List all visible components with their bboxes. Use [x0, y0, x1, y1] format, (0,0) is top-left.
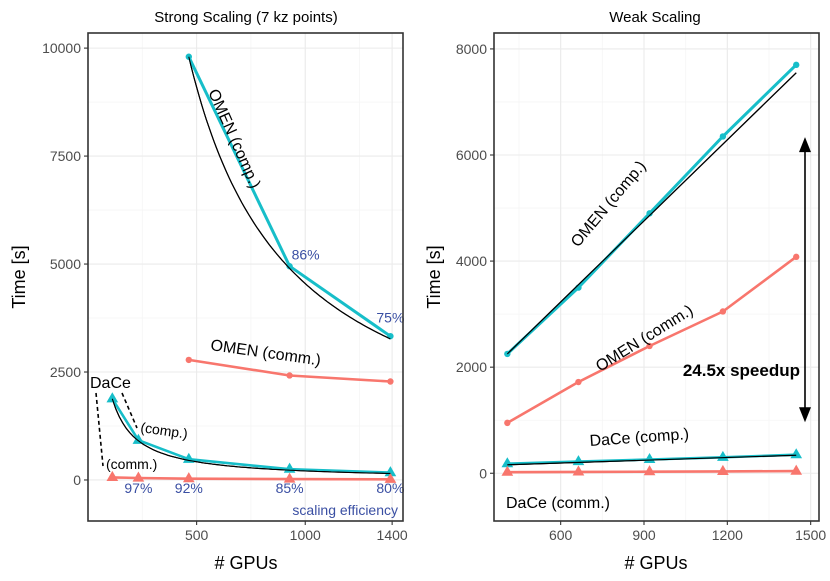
right-x-label: # GPUs: [624, 553, 687, 573]
left-axes: 500 1000 1400 0 2500 5000 7500 10000: [42, 40, 408, 543]
data-point: [106, 470, 119, 481]
series-line: [112, 476, 391, 481]
speedup-label: 24.5x speedup: [683, 361, 800, 380]
x-tick-label: 1500: [795, 527, 826, 543]
right-panel-border: [493, 32, 820, 522]
speedup-arrow-head-up: [799, 137, 811, 153]
dace-comm-label: DaCe (comm.): [506, 495, 610, 512]
omen-comm-label: OMEN (comm.): [593, 302, 696, 375]
efficiency-label: 92%: [175, 480, 203, 496]
data-point: [182, 472, 195, 483]
right-grid: [494, 33, 819, 521]
left-x-label: # GPUs: [214, 553, 277, 573]
right-title: Weak Scaling: [609, 9, 700, 26]
x-tick-label: 600: [549, 527, 573, 543]
dace-comp-label: DaCe (comp.): [589, 426, 690, 450]
data-point: [717, 450, 729, 461]
data-point: [286, 263, 293, 270]
left-grid: [87, 33, 403, 521]
strong-scaling-panel: Strong Scaling (7 kz points) OMEN (comp.…: [9, 9, 408, 573]
data-point: [646, 342, 653, 350]
speedup-arrow-head-down: [799, 407, 811, 423]
ideal-scaling-overlay: [188, 56, 391, 340]
dace-label: DaCe: [90, 375, 131, 392]
y-tick-label: 10000: [42, 40, 81, 56]
data-point: [132, 471, 145, 482]
y-tick-label: 0: [479, 465, 487, 481]
efficiency-label: 75%: [376, 309, 404, 325]
left-title: Strong Scaling (7 kz points): [154, 9, 337, 26]
y-tick-label: 0: [73, 472, 81, 488]
data-point: [717, 464, 729, 475]
efficiency-label: 85%: [276, 480, 304, 496]
right-axes: 600 900 1200 1500 0 2000 4000 6000 8000: [456, 41, 827, 543]
linear-fit-overlay: [507, 454, 797, 466]
data-point: [719, 308, 727, 315]
scaling-efficiency-caption: scaling efficiency: [292, 502, 398, 518]
data-point: [643, 452, 656, 464]
data-point: [790, 448, 803, 459]
data-point: [504, 419, 511, 427]
left-series: [106, 53, 397, 483]
x-tick-label: 1400: [377, 527, 408, 543]
y-tick-label: 8000: [456, 41, 487, 57]
ideal-scaling-overlay: [111, 398, 391, 474]
data-point: [643, 465, 656, 476]
y-tick-label: 7500: [50, 148, 81, 164]
series-line: [506, 63, 798, 355]
data-point: [283, 472, 296, 483]
data-point: [501, 465, 514, 476]
right-series: [501, 61, 803, 476]
y-tick-label: 2500: [50, 364, 81, 380]
data-point: [790, 464, 803, 475]
y-tick-label: 6000: [456, 147, 487, 163]
x-tick-label: 1000: [290, 527, 321, 543]
y-tick-label: 2000: [456, 359, 487, 375]
data-point: [286, 372, 293, 379]
left-panel-border: [87, 32, 404, 522]
x-tick-label: 900: [632, 527, 656, 543]
x-tick-label: 1200: [712, 527, 743, 543]
x-tick-label: 500: [185, 527, 209, 543]
data-point: [575, 378, 582, 386]
efficiency-label: 80%: [376, 480, 404, 496]
data-point: [793, 253, 800, 261]
data-point: [572, 455, 585, 466]
data-point: [384, 472, 397, 483]
y-tick-label: 5000: [50, 256, 81, 272]
omen-comp-label: OMEN (comp.): [568, 158, 650, 251]
left-y-label: Time [s]: [9, 245, 29, 308]
data-point: [106, 392, 119, 403]
data-point: [185, 356, 192, 364]
data-point: [793, 61, 800, 69]
data-point: [387, 378, 394, 385]
data-point: [132, 433, 145, 444]
y-tick-label: 4000: [456, 253, 487, 269]
efficiency-label: 97%: [124, 480, 152, 496]
linear-fit-overlay: [506, 72, 797, 355]
right-fit-lines: [506, 72, 797, 466]
dace-comp-pointer: [121, 392, 138, 429]
efficiency-label: 86%: [292, 247, 320, 263]
dace-comp-label: (comp.): [140, 419, 189, 441]
data-point: [719, 133, 727, 140]
data-point: [185, 53, 192, 60]
left-ideal-curves: [111, 56, 391, 474]
right-y-label: Time [s]: [424, 245, 444, 308]
weak-scaling-panel: Weak Scaling OMEN (comp.) OMEN (comm.) DaC…: [424, 9, 826, 573]
data-point: [646, 210, 653, 217]
data-point: [572, 465, 585, 476]
left-annotations: OMEN (comp.)OMEN (comm.)DaCe(comp.)(comm…: [90, 87, 404, 518]
dace-comm-pointer: [95, 392, 104, 467]
dace-comm-label: (comm.): [106, 456, 157, 472]
